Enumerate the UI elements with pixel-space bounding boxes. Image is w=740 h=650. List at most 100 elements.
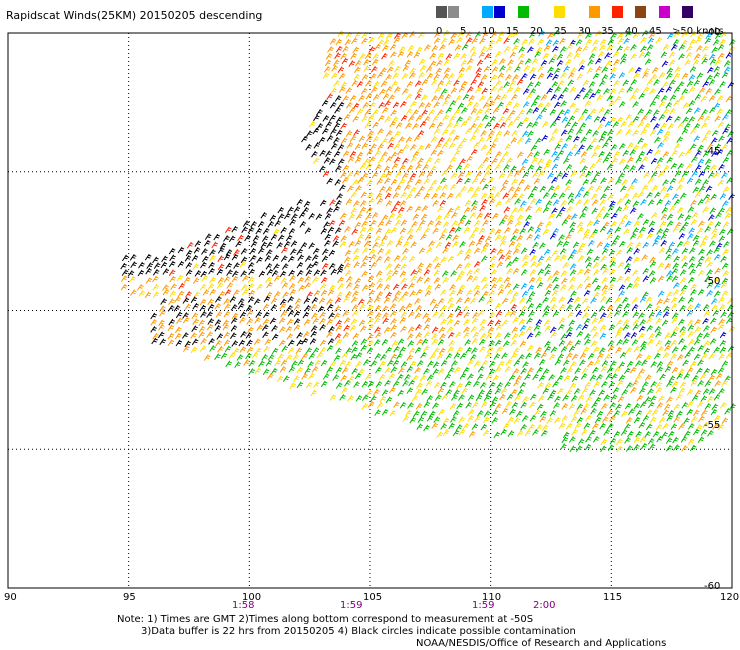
wind-barb [615,249,623,256]
wind-barb [341,57,349,65]
wind-barb [167,324,175,332]
wind-barb [456,346,463,354]
wind-barb [324,213,332,220]
wind-barb [416,360,424,367]
wind-barb [472,102,480,109]
wind-barb [532,429,539,436]
wind-barb [361,394,369,401]
wind-barb [498,172,506,180]
wind-barb [717,423,725,431]
wind-barb [512,256,519,264]
wind-barb [219,242,227,250]
wind-barb [235,240,242,248]
wind-barb [574,149,581,157]
wind-barb [551,128,559,135]
wind-barb [424,143,432,150]
wind-barb [600,365,608,373]
wind-barb [449,226,456,234]
wind-barb [647,438,655,445]
wind-barb [679,304,686,312]
wind-barb [678,296,685,303]
wind-barb [296,332,303,339]
wind-barb [471,317,479,324]
wind-barb [343,317,351,324]
wind-barb [441,393,449,401]
wind-barb [709,207,717,214]
wind-barb [488,381,496,389]
wind-barb [407,115,415,122]
wind-barb [614,226,622,234]
wind-barb [501,352,508,359]
wind-barb [209,288,216,296]
wind-barb [648,270,656,277]
wind-barb [526,317,533,325]
wind-barb [447,367,455,374]
wind-barb [192,302,199,310]
wind-barb [603,88,610,95]
wind-barb [468,240,476,247]
wind-barb [624,220,632,227]
wind-barb [479,37,486,45]
wind-barb [718,388,725,395]
wind-barb [589,92,596,100]
wind-barb [554,143,561,151]
wind-barb [385,200,393,207]
wind-barb [641,115,648,122]
wind-barb [400,191,407,199]
wind-barb [470,123,477,130]
wind-barb [447,207,454,215]
wind-barb [704,275,712,282]
wind-barb [521,415,529,422]
wind-barb [603,429,610,436]
wind-barb [581,428,588,436]
wind-barb [406,365,414,373]
wind-barb [225,249,233,256]
wind-barb [578,186,585,193]
wind-barb [678,44,686,51]
wind-barb [561,172,569,179]
wind-barb [321,255,329,262]
wind-barb [199,304,207,312]
wind-barb [395,213,403,220]
wind-barb [625,382,633,389]
wind-barb [426,247,433,254]
wind-barb [530,254,537,262]
wind-barb [536,102,544,109]
wind-barb [529,248,536,256]
wind-barb [415,288,423,296]
wind-barb [245,332,253,339]
wind-barb [398,46,406,53]
wind-barb [520,247,528,254]
wind-barb [340,374,347,382]
wind-barb [520,424,527,431]
wind-barb [570,395,578,402]
wind-barb [394,184,402,192]
wind-barb [415,163,422,170]
wind-barb [706,290,713,297]
wind-barb [558,109,565,116]
wind-barb [465,401,472,409]
wind-barb [656,228,663,235]
wind-barb [521,260,529,268]
wind-barb [542,228,550,236]
wind-barb [494,366,502,373]
wind-barb [632,129,639,137]
wind-barb [312,247,320,255]
wind-barb [590,325,598,333]
wind-barb [369,101,376,109]
wind-barb [204,233,212,240]
wind-barb [632,269,639,276]
wind-barb [650,115,657,123]
wind-barb [455,263,463,271]
wind-barb [516,121,524,129]
wind-barb [446,312,454,320]
wind-barb [480,247,488,254]
wind-barb [214,353,221,360]
wind-barb [432,303,439,311]
wind-barb [246,346,254,354]
wind-barb [417,416,425,423]
wind-barb [694,164,702,172]
wind-barb [378,101,385,109]
wind-barb [214,296,222,303]
wind-barb [421,338,429,345]
